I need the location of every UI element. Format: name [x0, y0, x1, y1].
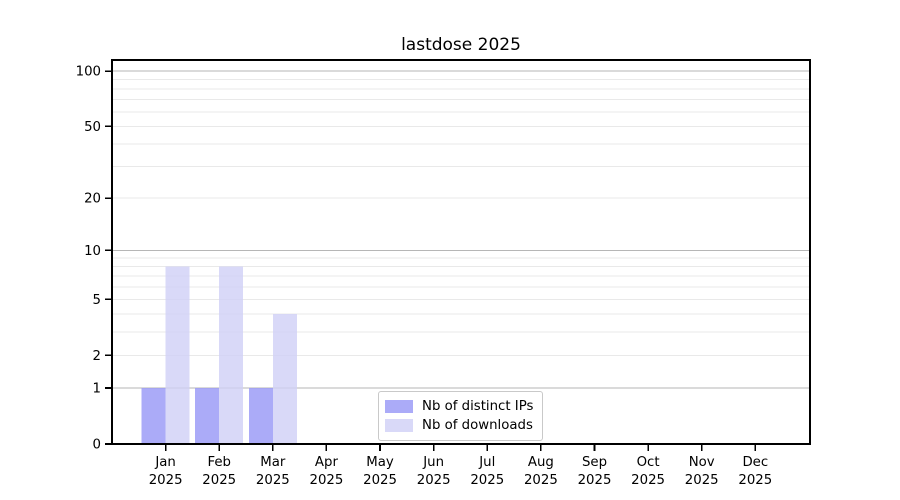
legend: Nb of distinct IPs Nb of downloads: [378, 391, 544, 441]
y-tick-labels: 0 1 2 5 10 20 50 100: [76, 65, 101, 453]
bar: [195, 388, 220, 444]
x-tick-label-month: Mar: [260, 455, 286, 470]
y-tick-label: 2: [93, 349, 101, 364]
legend-swatch-distinct-ips: [385, 400, 413, 413]
bar: [272, 313, 297, 444]
x-tick-label-month: Dec: [742, 455, 768, 470]
chart-title: lastdose 2025: [401, 35, 521, 55]
x-tick-label-month: Jul: [478, 455, 495, 470]
legend-swatch-downloads: [385, 419, 413, 432]
y-tick-label: 20: [84, 192, 101, 207]
legend-item-distinct-ips: Nb of distinct IPs: [385, 397, 533, 416]
y-tick-label: 50: [84, 120, 101, 135]
x-tick-label-year: 2025: [524, 473, 558, 488]
legend-item-downloads: Nb of downloads: [385, 416, 533, 435]
bars-downloads: [165, 266, 297, 444]
x-tick-label-month: Sep: [582, 455, 607, 470]
legend-label-downloads: Nb of downloads: [422, 418, 533, 433]
y-tick-label: 100: [76, 65, 101, 80]
x-tick-label-year: 2025: [310, 473, 344, 488]
x-tick-label-month: Aug: [528, 455, 554, 470]
x-tick-label-month: May: [366, 455, 394, 470]
x-tick-label-month: Apr: [315, 455, 339, 470]
y-tick-label: 5: [93, 293, 101, 308]
tick-marks: [105, 70, 757, 451]
bar: [141, 388, 166, 444]
x-tick-label-month: Feb: [207, 455, 231, 470]
x-tick-label-month: Oct: [637, 455, 660, 470]
x-tick-label-year: 2025: [417, 473, 451, 488]
bar: [165, 266, 190, 444]
x-tick-label-year: 2025: [470, 473, 504, 488]
plot-border: [111, 59, 811, 445]
x-tick-label-year: 2025: [149, 473, 183, 488]
y-tick-label: 10: [84, 244, 101, 259]
x-tick-label-year: 2025: [256, 473, 290, 488]
x-tick-label-year: 2025: [578, 473, 612, 488]
y-major-gridlines: [112, 70, 810, 389]
x-tick-label-month: Jan: [154, 455, 176, 470]
y-tick-label: 0: [93, 438, 101, 453]
legend-label-distinct-ips: Nb of distinct IPs: [422, 399, 534, 414]
x-tick-label-year: 2025: [685, 473, 719, 488]
x-tick-label-month: Nov: [689, 455, 715, 470]
bar: [248, 388, 273, 444]
x-tick-labels: Jan 2025 Feb 2025 Mar 2025 Apr 2025 May 2025 Jun 20…: [149, 455, 773, 488]
y-minor-gridlines: [112, 79, 810, 356]
x-tick-label-month: Jun: [422, 455, 444, 470]
bar: [219, 266, 244, 444]
x-tick-label-year: 2025: [631, 473, 665, 488]
bars-distinct-ips: [141, 388, 273, 444]
x-tick-label-year: 2025: [202, 473, 236, 488]
x-tick-label-year: 2025: [738, 473, 772, 488]
x-tick-label-year: 2025: [363, 473, 397, 488]
y-tick-label: 1: [93, 382, 101, 397]
